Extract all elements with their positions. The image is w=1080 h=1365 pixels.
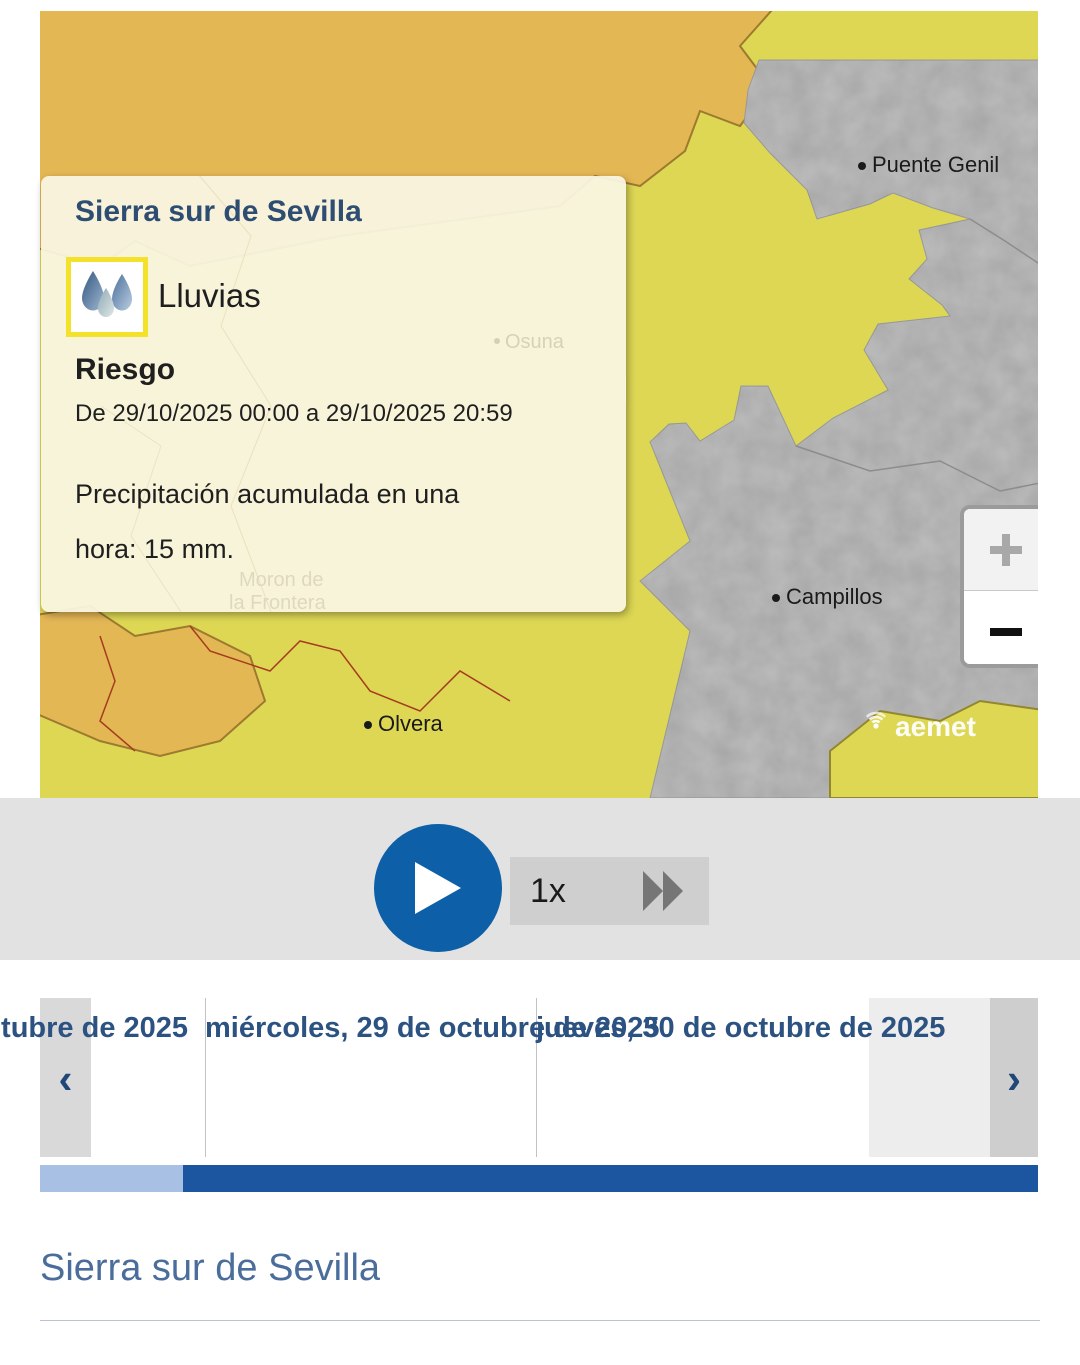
svg-text:Campillos: Campillos bbox=[786, 584, 883, 609]
svg-text:Olvera: Olvera bbox=[378, 711, 444, 736]
svg-text:Osuna: Osuna bbox=[505, 331, 565, 353]
svg-text:Puente Genil: Puente Genil bbox=[872, 152, 999, 177]
svg-text:la Frontera: la Frontera bbox=[229, 592, 327, 612]
svg-text:aemet: aemet bbox=[895, 711, 976, 742]
